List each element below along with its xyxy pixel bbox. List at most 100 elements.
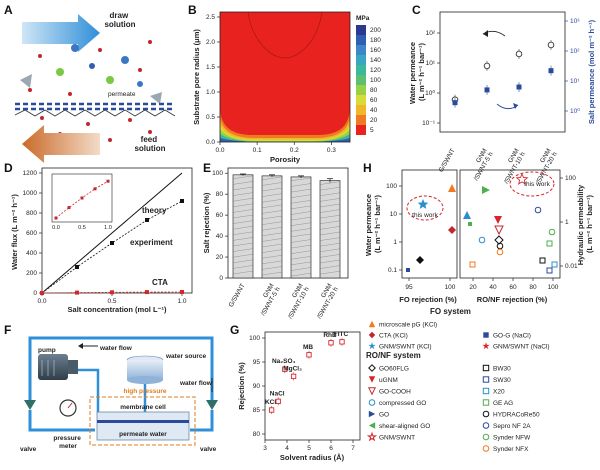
h-left-y-tick-label: 10 (390, 211, 398, 218)
colorbar-swatch (356, 115, 366, 125)
e-bar-hatch (290, 256, 312, 260)
e-bar-hatch (319, 209, 341, 213)
h-right-x-tick-label: 80 (529, 284, 537, 291)
d-point-CTA (145, 290, 149, 295)
contour-plot-area (220, 12, 350, 142)
legend-ro-item: X20 (493, 389, 505, 396)
colorbar-swatch (356, 75, 366, 85)
g-point-label: RhB (323, 332, 337, 339)
pump (38, 354, 68, 380)
legend-ro-item: GO (379, 412, 389, 419)
e-bar-hatch (319, 226, 341, 230)
h-xlabel-left: FO rejection (%) (399, 295, 457, 304)
this-work-star-blue (417, 199, 429, 209)
c-left-ticks: 10⁻¹ 10⁰ 10¹ 10² (422, 30, 440, 127)
g-x-tick-label: 7 (351, 445, 355, 452)
e-bar-hatch (290, 194, 312, 198)
this-work-2-label: this work (524, 181, 550, 188)
c-right-tick-label: 10¹ (570, 78, 580, 85)
valve-left (24, 400, 36, 410)
e-bar-hatch (232, 237, 254, 241)
c-category-label: GNM/SWNT-20 h (529, 147, 559, 185)
e-y-tick-label: 40 (216, 233, 224, 240)
e-bar-hatch (232, 175, 254, 179)
d-point-CTA (40, 291, 44, 295)
d-line-theory (41, 172, 183, 294)
e-bar-hatch (232, 270, 254, 275)
e-bar-hatch (261, 176, 283, 181)
e-bar-hatch (319, 259, 341, 264)
legend-marker (368, 399, 376, 406)
valve-right-label: valve (200, 446, 217, 453)
d-point-experiment (110, 241, 114, 245)
cta-label: CTA (152, 278, 168, 287)
legend-marker (482, 342, 490, 350)
legend-marker (482, 445, 490, 452)
legend-ro-item: Sepro NF 2A (493, 423, 531, 430)
legend-ro-item: Synder NFW (493, 435, 531, 442)
g-point-label: Na₂SO₄ (272, 358, 296, 365)
e-bar-hatch (319, 248, 341, 252)
pump-label: pump (38, 347, 56, 354)
e-bar-hatch (290, 261, 312, 266)
legend-ro-title: RO/NF system (366, 351, 421, 360)
g-point (268, 407, 275, 413)
e-bar-hatch (261, 232, 283, 237)
e-bar-hatch (261, 255, 283, 259)
e-y-tick-label: 60 (216, 212, 224, 219)
legend-fo-item: CTA (KCl) (379, 333, 408, 340)
b-x-ticks: 0.0 0.1 0.2 0.3 (215, 142, 336, 154)
d-x-tick-label: 0.0 (37, 298, 46, 305)
g-ticks: 3 4 5 6 7 80 85 90 95 100 (249, 335, 355, 452)
d-y-ticks: 0 200 400 600 800 1000 1200 (23, 170, 42, 297)
colorbar-level: 120 (370, 67, 381, 74)
legend-ro-item: uGNM (379, 377, 398, 384)
e-bar-hatch (290, 205, 312, 210)
e-bar-hatch (261, 204, 283, 209)
d-y-tick-label: 800 (26, 210, 37, 217)
colorbar-level: 100 (370, 77, 381, 84)
h-right-y-tick-label: 100 (565, 175, 576, 182)
h-right-y-tick-label: 1 (565, 219, 569, 226)
e-bar-hatch (290, 216, 312, 221)
panel-b: B 0.0 0.1 0.2 0.3 0.0 0.5 1.0 1.5 2.0 2.5 Porosi… (188, 3, 381, 164)
g-y-tick-label: 90 (253, 383, 261, 390)
h-left-y-tick-label: 1 (393, 239, 397, 246)
e-bar-hatch (232, 265, 254, 269)
e-bar-hatch (319, 192, 341, 196)
legend-ro-item: HYDRACoRe50 (493, 412, 540, 419)
water-source-tank (127, 360, 163, 380)
d-inset-marks: 0.0 0.5 1.0 (52, 179, 112, 231)
d-inset-tick-label: 0.5 (78, 225, 86, 231)
panel-e-label: E (203, 161, 211, 175)
this-work-1-ellipse (406, 195, 444, 221)
d-x-ticks: 0.0 0.5 1.0 (37, 293, 187, 305)
e-bar-hatch (232, 209, 254, 213)
c-ylabel-right: Salt permeance (mol m⁻² h⁻¹) (587, 19, 596, 124)
d-marks (40, 172, 184, 295)
e-bar-hatch (319, 271, 341, 275)
e-category-label: GNM/SWNT-5 h (254, 282, 282, 317)
e-bar-hatch (261, 193, 283, 197)
panel-d: D 0.0 0.5 1.0 0 200 400 600 800 1000 1200 0.0 0.5… (4, 161, 193, 314)
e-bar-hatch (232, 192, 254, 196)
membrane-cell (96, 411, 190, 441)
legend-ro-item: SW30 (493, 377, 511, 384)
legend-fo-item: GNM/SWNT (NaCl) (493, 344, 550, 351)
legend-marker (368, 410, 376, 418)
b-x-tick-label: 0.3 (327, 147, 336, 154)
e-bar-hatch (261, 187, 283, 192)
c-marks (451, 39, 555, 108)
e-y-tick-label: 80 (216, 191, 224, 198)
e-bar-hatch (261, 221, 283, 225)
g-point-label: MB (303, 344, 313, 351)
colorbar-swatch (356, 35, 366, 45)
e-bar-hatch (290, 222, 312, 226)
d-y-tick-label: 600 (26, 230, 37, 237)
legend-marker (368, 376, 376, 383)
legend-ro-item: compressed GO (379, 400, 426, 407)
d-y-tick-label: 0 (33, 290, 37, 297)
